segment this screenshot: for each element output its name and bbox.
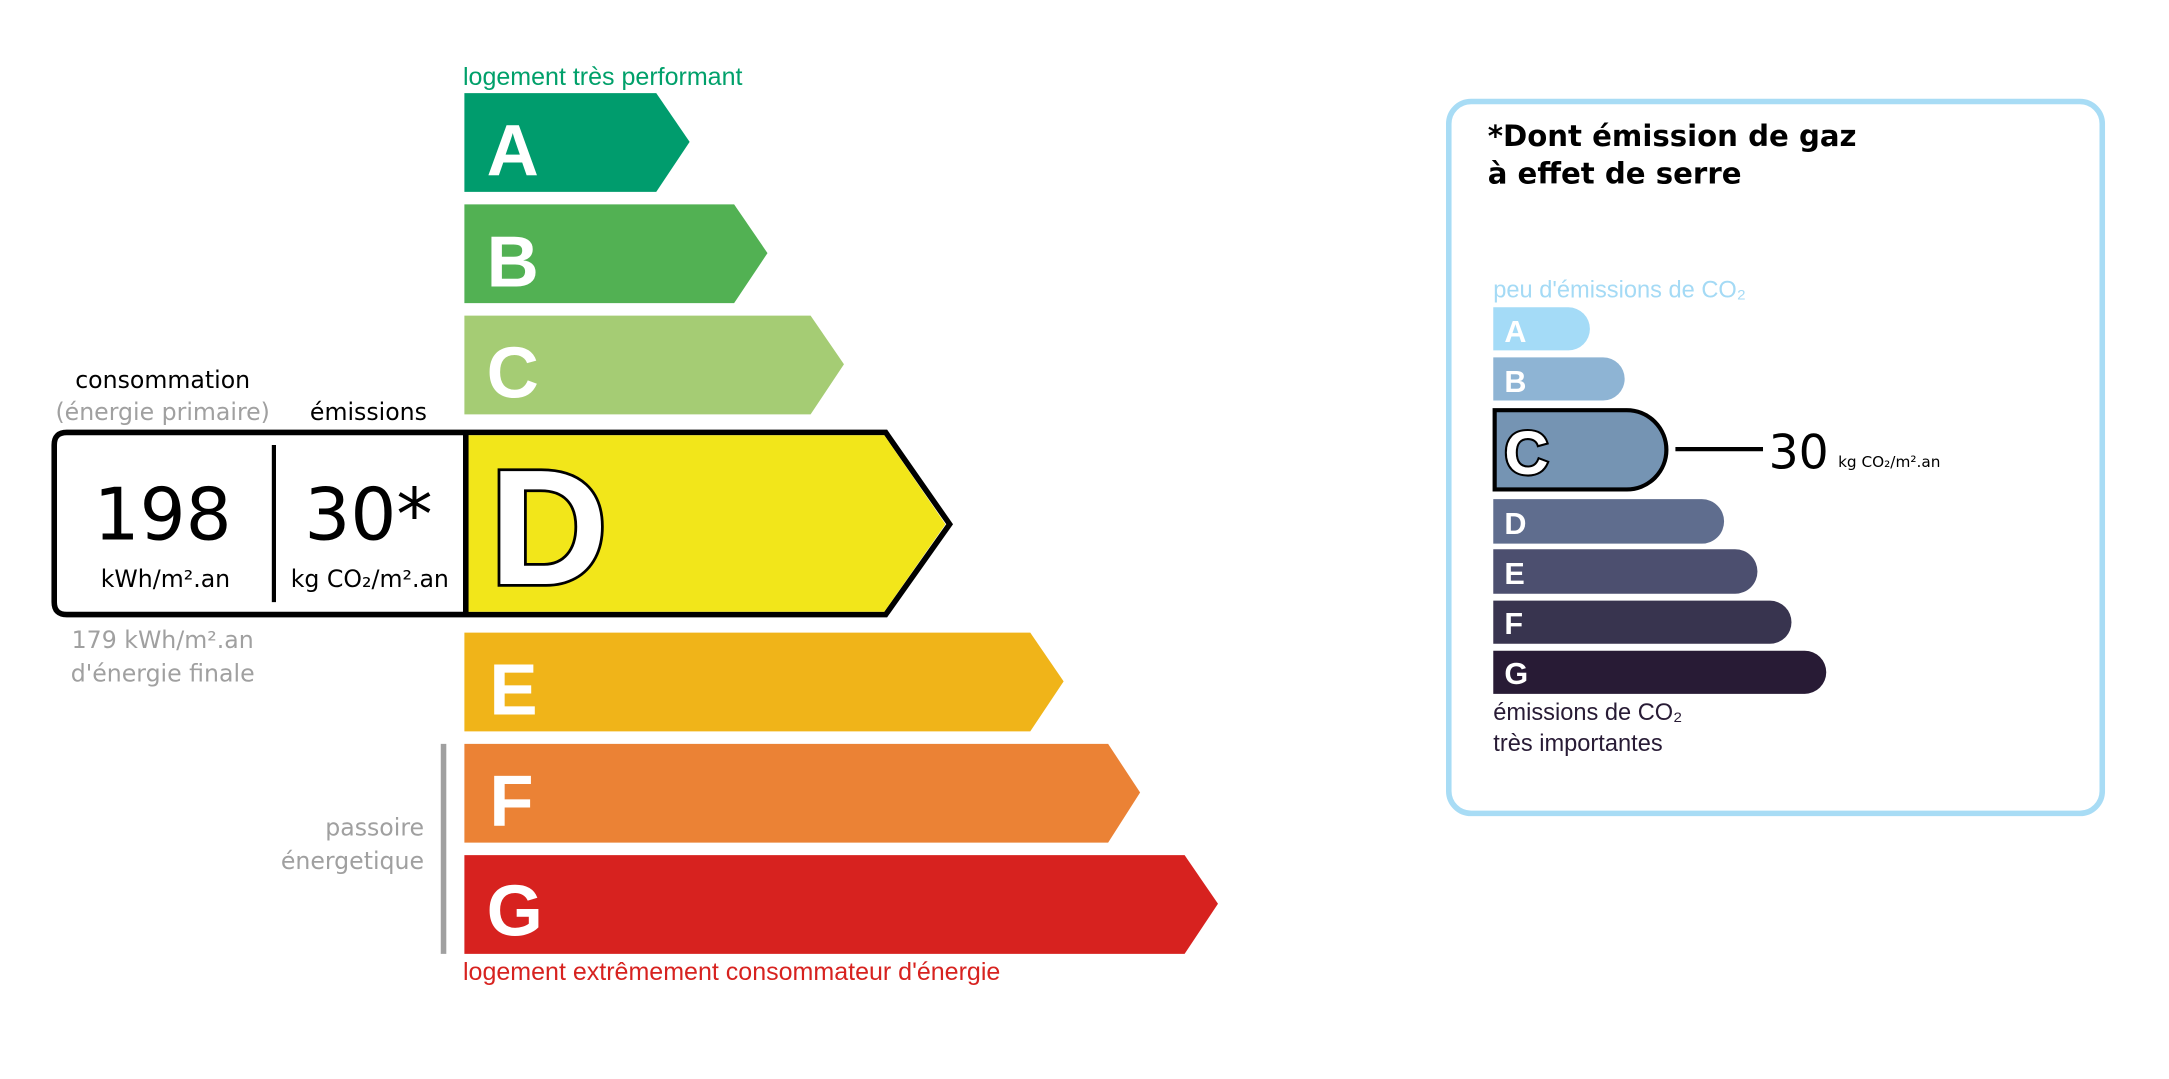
consumption-unit: kWh/m².an bbox=[101, 565, 230, 593]
energy-bar-c bbox=[464, 315, 844, 415]
ges-letter-a: A bbox=[1504, 315, 1526, 349]
ges-bar-b bbox=[1493, 357, 1625, 401]
consumption-value: 198 bbox=[94, 473, 232, 557]
ges-bar-g bbox=[1493, 650, 1827, 694]
emissions-unit: kg CO₂/m².an bbox=[291, 565, 449, 593]
passoire-label-1: passoire bbox=[325, 814, 424, 842]
ges-bar-e bbox=[1493, 549, 1758, 594]
ges-bottom-label-2: très importantes bbox=[1493, 731, 1662, 757]
ges-letter-g: G bbox=[1504, 657, 1528, 691]
ges-letter-f: F bbox=[1504, 607, 1523, 641]
ges-letter-d: D bbox=[1504, 507, 1526, 541]
energy-letter-d: D bbox=[489, 435, 607, 619]
passoire-label-2: énergetique bbox=[281, 847, 424, 875]
ges-title-1: *Dont émission de gaz bbox=[1488, 119, 1857, 153]
energy-top-label: logement très performant bbox=[463, 63, 743, 91]
energy-bar-b bbox=[464, 204, 768, 304]
ges-top-label: peu d'émissions de CO₂ bbox=[1493, 278, 1746, 304]
final-energy-label: d'énergie finale bbox=[71, 659, 255, 687]
consumption-subheader: (énergie primaire) bbox=[55, 398, 269, 426]
energy-bar-f bbox=[464, 743, 1141, 843]
emissions-value: 30* bbox=[304, 473, 432, 557]
ges-letter-e: E bbox=[1504, 557, 1524, 591]
ges-letter-b: B bbox=[1504, 365, 1526, 399]
ges-bar-f bbox=[1493, 600, 1792, 644]
energy-letter-f: F bbox=[489, 762, 533, 842]
ges-unit: kg CO₂/m².an bbox=[1838, 453, 1940, 471]
ges-bar-a bbox=[1493, 307, 1590, 351]
emissions-header: émissions bbox=[310, 398, 427, 426]
final-energy-value: 179 kWh/m².an bbox=[72, 626, 254, 654]
energy-bar-g bbox=[464, 855, 1218, 954]
energy-letter-a: A bbox=[487, 111, 539, 191]
ges-bottom-label-1: émissions de CO₂ bbox=[1493, 700, 1682, 726]
ges-bar-c bbox=[1492, 408, 1669, 492]
energy-bar-e bbox=[464, 632, 1064, 732]
energy-letter-b: B bbox=[487, 222, 539, 302]
consumption-header: consommation bbox=[75, 366, 250, 394]
ges-title-2: à effet de serre bbox=[1488, 157, 1742, 191]
energy-bar-d bbox=[467, 435, 946, 612]
ges-value: 30 bbox=[1769, 426, 1829, 481]
ges-bar-d bbox=[1493, 499, 1725, 544]
energy-bar-a bbox=[464, 93, 690, 192]
ges-letter-c: C bbox=[1504, 419, 1548, 487]
energy-letter-g: G bbox=[487, 872, 543, 952]
energy-bottom-label: logement extrêmement consommateur d'éner… bbox=[463, 958, 1000, 986]
energy-letter-c: C bbox=[487, 334, 539, 414]
energy-letter-e: E bbox=[489, 651, 537, 731]
